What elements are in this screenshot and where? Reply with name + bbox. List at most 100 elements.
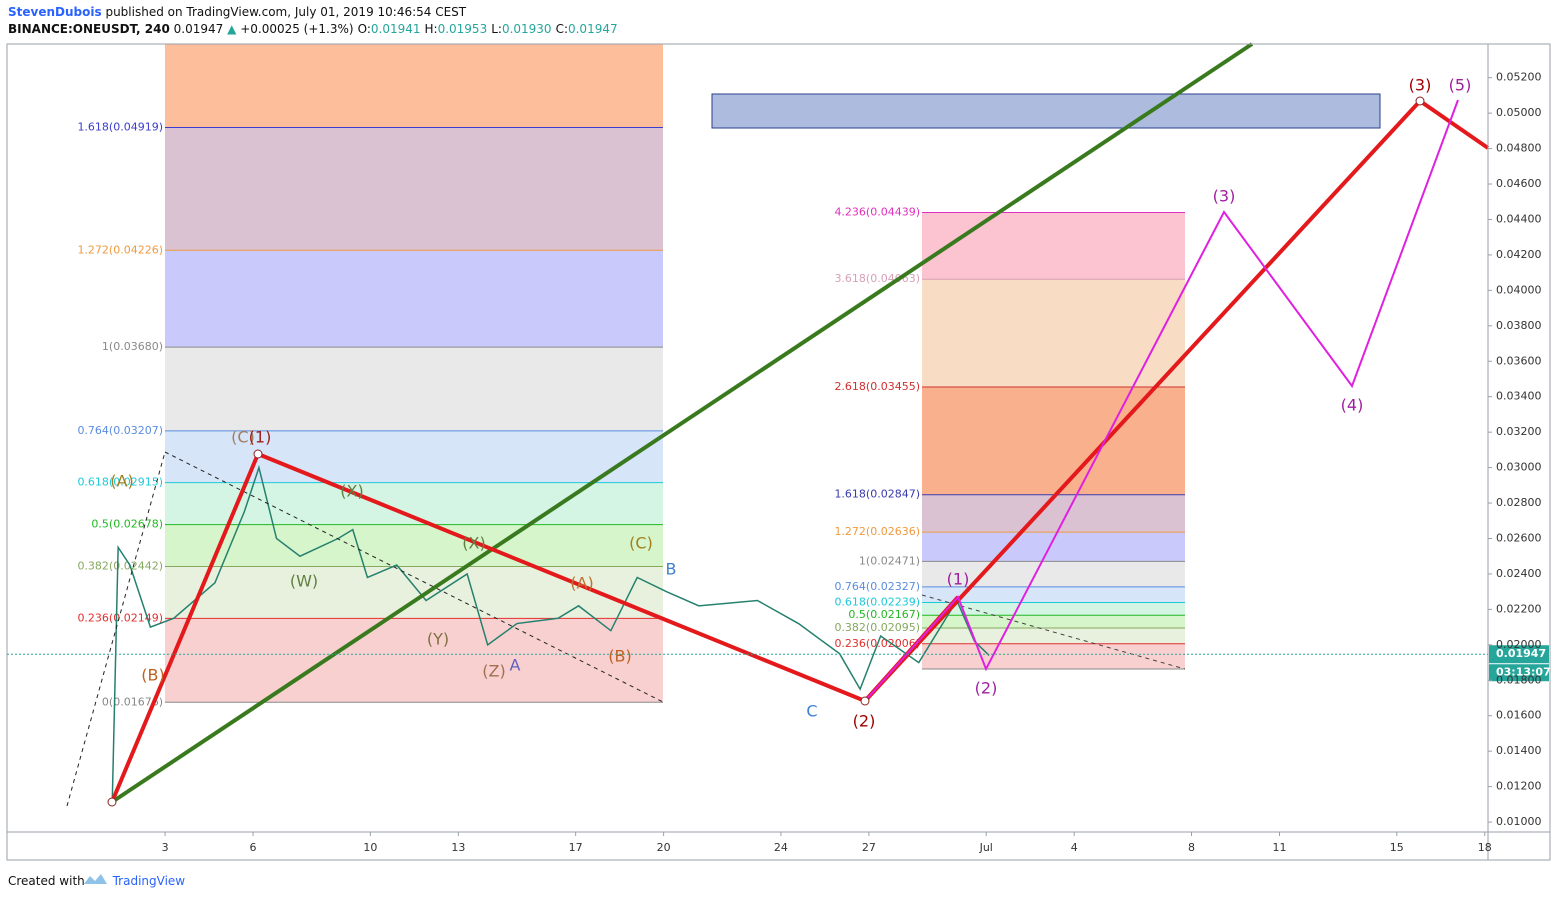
wave-label: (C) [629, 534, 653, 553]
y-tick-label: 0.02600 [1496, 531, 1542, 544]
drawings [66, 42, 1490, 807]
last: 0.01947 [174, 22, 224, 36]
y-tick-label: 0.01200 [1496, 780, 1542, 793]
pivot [860, 696, 870, 706]
y-tick-label: 0.01800 [1496, 673, 1542, 686]
y-tick-label: 0.04800 [1496, 142, 1542, 155]
ohlc-key: O: [358, 22, 371, 36]
y-tick-label: 0.04600 [1496, 177, 1542, 190]
price-line [111, 464, 990, 801]
y-tick-label: 0.03200 [1496, 425, 1542, 438]
x-tick-label: 4 [1071, 841, 1078, 854]
footer: Created with TradingView [8, 874, 185, 888]
fib-label: 0.618(0.02239) [834, 595, 920, 608]
y-tick-label: 0.05000 [1496, 106, 1542, 119]
y-tick-label: 0.04000 [1496, 283, 1542, 296]
axes [6, 43, 1551, 861]
fib-band [165, 250, 663, 348]
pivot [1415, 96, 1425, 106]
fib-label: 0.764(0.03207) [77, 424, 163, 437]
symbol: BINANCE:ONEUSDT, 240 [8, 22, 170, 36]
ohlc-value: 0.01947 [568, 22, 618, 36]
wave-label: (C) [231, 428, 255, 447]
fib-label: 2.618(0.03455) [834, 380, 920, 393]
x-tick-label: 11 [1272, 841, 1286, 854]
fib-label: 1.618(0.02847) [834, 488, 920, 501]
created: Created with [8, 874, 85, 888]
fib-label: 4.236(0.04439) [834, 206, 920, 219]
fib-label: 1(0.02471) [859, 554, 920, 567]
fib-band [165, 524, 663, 567]
x-tick-label: 24 [774, 841, 788, 854]
fib-band [165, 347, 663, 431]
pivot [253, 449, 263, 459]
published: published on TradingView.com, July 01, 2… [105, 5, 466, 19]
ohlc-key: H: [425, 22, 438, 36]
wave-label: (Z) [482, 662, 505, 681]
x-tick-label: 17 [569, 841, 583, 854]
x-tick-label: 18 [1478, 841, 1492, 854]
wave-path [864, 99, 1459, 702]
ohlc-value: 0.01941 [371, 22, 421, 36]
y-tick-label: 0.02400 [1496, 567, 1542, 580]
author[interactable]: StevenDubois [8, 5, 102, 19]
x-tick-label: 8 [1188, 841, 1195, 854]
fib-label: 0.382(0.02442) [77, 559, 163, 572]
wave-label: (Y) [427, 630, 449, 649]
wave-label: (5) [1449, 76, 1472, 95]
y-tick-label: 0.03600 [1496, 354, 1542, 367]
brand[interactable]: TradingView [112, 874, 186, 888]
fib-label: 1.618(0.04919) [77, 120, 163, 133]
fib-band [922, 212, 1185, 280]
frame [6, 43, 1551, 861]
fib-band [165, 566, 663, 619]
fib-label: 0.236(0.02149) [77, 611, 163, 624]
x-tick-label: 27 [862, 841, 876, 854]
last-price-box [1489, 645, 1549, 664]
fib-layer: 1.618(0.04919) 1.272(0.04226) 1(0.03680) 0.… [77, 44, 1185, 801]
fib-band [165, 127, 663, 251]
y-tick-label: 0.02800 [1496, 496, 1542, 509]
fib-band [922, 627, 1185, 644]
header: StevenDubois published on TradingView.co… [8, 5, 467, 19]
wave-label: (4) [1341, 396, 1364, 415]
target-box [711, 93, 1381, 129]
logo [84, 874, 107, 884]
y-tick-label: 0.03800 [1496, 319, 1542, 332]
fib-band [165, 44, 663, 128]
wave-label: (B) [608, 647, 631, 666]
y-tick-label: 0.01400 [1496, 744, 1542, 757]
fib-label: 0.382(0.02095) [834, 621, 920, 634]
wave-label: (A) [110, 472, 133, 491]
last-price-label: 0.01947 [1496, 647, 1546, 660]
dashed-line [921, 594, 1186, 670]
wave-label: (2) [853, 712, 876, 731]
wave-label: (A) [570, 574, 593, 593]
y-tick-label: 0.03400 [1496, 390, 1542, 403]
trend-line [110, 42, 1254, 804]
countdown-box [1489, 664, 1549, 682]
x-tick-label: 6 [250, 841, 257, 854]
fib-band [922, 615, 1185, 628]
wave-label: (1) [947, 570, 970, 589]
fib-band [165, 618, 663, 703]
wave-label: B [666, 560, 677, 579]
ohlc: O:0.01941 H:0.01953 L:0.01930 C:0.01947 [358, 22, 618, 36]
fib-band [922, 532, 1185, 562]
wave-label: (3) [1213, 187, 1236, 206]
x-tick-label: 13 [451, 841, 465, 854]
ohlc-value: 0.01953 [438, 22, 488, 36]
wave-label: (X) [340, 482, 363, 501]
wave-label: (X) [462, 534, 485, 553]
dashed-line [164, 451, 664, 703]
wave-label: (B) [141, 666, 164, 685]
x-tick-label: 20 [657, 841, 671, 854]
fib-label: 0.5(0.02678) [91, 518, 163, 531]
fib-label: 0.618(0.02915) [77, 476, 163, 489]
y-tick-label: 0.03000 [1496, 461, 1542, 474]
fib-band [922, 586, 1185, 603]
symbol-line: BINANCE:ONEUSDT, 240 0.01947 ▲ +0.00025 … [8, 22, 618, 36]
wave-label: (W) [290, 572, 318, 591]
